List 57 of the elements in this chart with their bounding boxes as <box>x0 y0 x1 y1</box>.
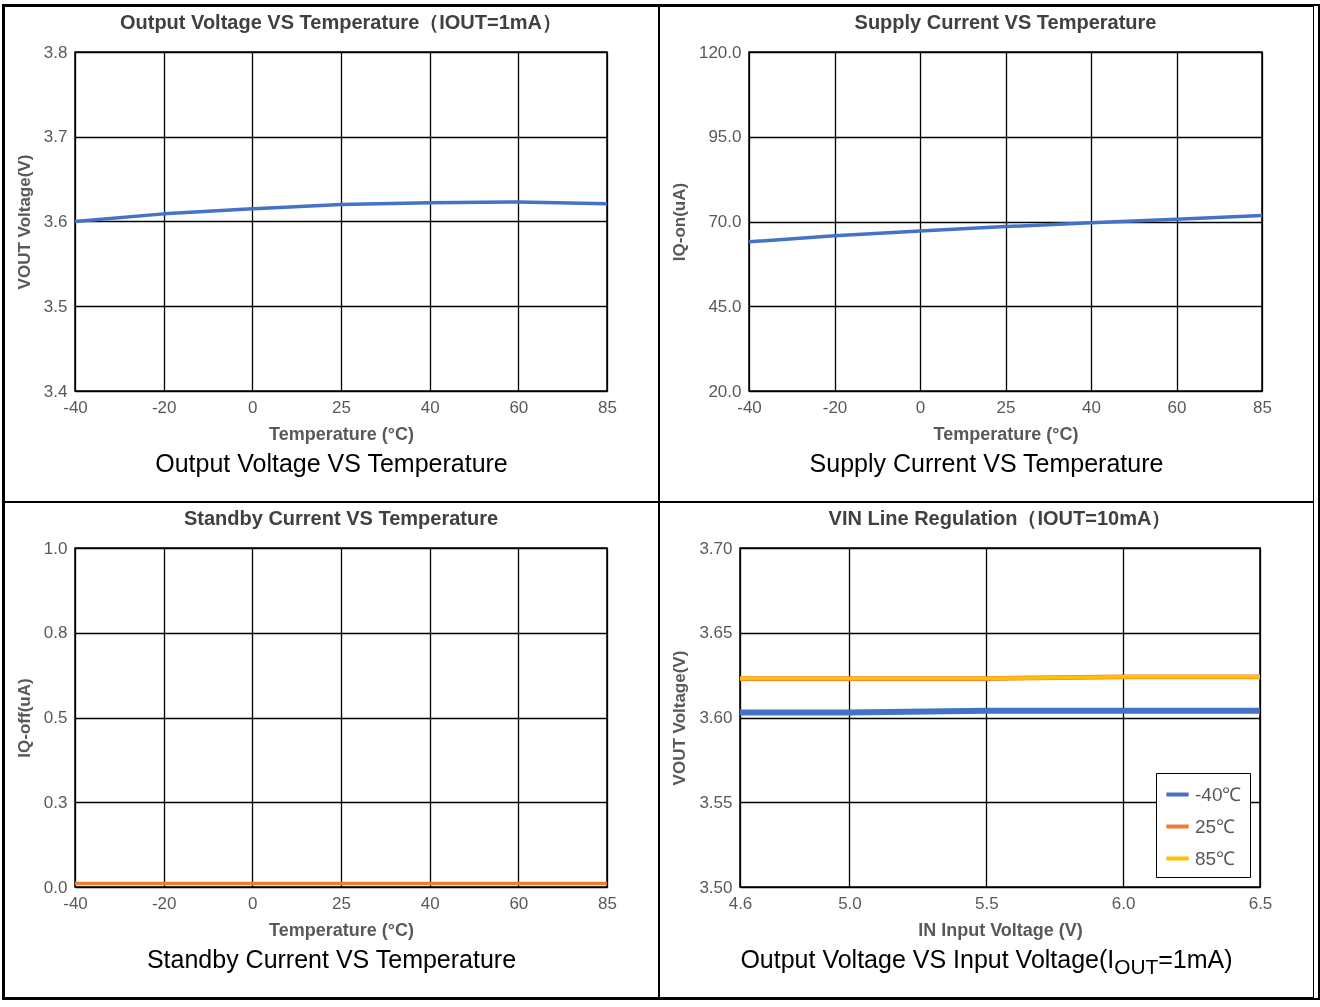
x-tick-label: 40 <box>420 893 440 913</box>
y-axis-title: VOUT Voltage(V) <box>14 154 34 290</box>
y-tick-label: 3.70 <box>699 538 733 558</box>
x-tick-label: 0 <box>248 397 258 417</box>
y-tick-label: 3.7 <box>43 127 68 147</box>
y-tick-label: 3.65 <box>699 623 733 643</box>
y-tick-label: 1.0 <box>43 538 68 558</box>
legend-label: -40℃ <box>1195 783 1242 805</box>
y-tick-label: 3.5 <box>43 296 68 316</box>
x-tick-label: 85 <box>598 893 617 913</box>
y-tick-label: 0.3 <box>43 792 68 812</box>
x-axis-title: Temperature (°C) <box>269 919 414 940</box>
x-tick-label: -20 <box>822 397 848 417</box>
x-tick-label: 85 <box>598 397 617 417</box>
y-tick-label: 0.5 <box>43 708 68 727</box>
chart-title: Standby Current VS Temperature <box>183 507 499 529</box>
y-axis-title: VOUT Voltage(V) <box>670 650 690 786</box>
x-tick-label: -20 <box>151 893 177 913</box>
x-tick-label: 0 <box>915 397 926 417</box>
chart-title: VIN Line Regulation（IOUT=10mA） <box>828 507 1172 529</box>
y-axis-title: IQ-on(uA) <box>669 182 689 262</box>
text: Output Voltage VS Temperature <box>155 449 508 478</box>
x-tick-label: 25 <box>332 397 351 417</box>
x-tick-label: 25 <box>996 397 1016 417</box>
y-tick-label: 3.55 <box>699 792 733 812</box>
y-tick-label: 3.8 <box>43 42 68 62</box>
x-tick-label: 40 <box>420 397 440 417</box>
x-tick-label: 40 <box>1082 397 1101 417</box>
x-tick-label: 60 <box>509 397 529 417</box>
y-tick-label: 3.60 <box>699 708 733 727</box>
chart-title: Output Voltage VS Temperature（IOUT=1mA） <box>119 11 563 33</box>
x-tick-label: 6.5 <box>1248 893 1273 913</box>
y-tick-label: 95.0 <box>708 127 742 147</box>
x-tick-label: 5.0 <box>838 893 862 913</box>
chart-title: Supply Current VS Temperature <box>854 11 1157 33</box>
y-tick-label: 70.0 <box>708 212 742 231</box>
x-axis-title: IN Input Voltage (V) <box>918 919 1083 940</box>
text: Supply Current VS Temperature <box>809 449 1164 478</box>
x-tick-label: -20 <box>151 397 177 417</box>
x-axis-title: Temperature (°C) <box>933 423 1079 444</box>
y-tick-label: 3.6 <box>43 212 68 231</box>
legend-label: 85℃ <box>1195 847 1236 869</box>
text: Output Voltage VS Input Voltage(I$_{OUT}$=1mA) <box>740 945 1233 979</box>
x-tick-label: 25 <box>332 893 351 913</box>
y-tick-label: 45.0 <box>708 296 742 316</box>
x-tick-label: 85 <box>1253 397 1272 417</box>
y-axis-title: IQ-off(uA) <box>14 678 34 758</box>
x-tick-label: 6.0 <box>1111 893 1136 913</box>
x-axis-title: Temperature (°C) <box>269 423 414 444</box>
text: Standby Current VS Temperature <box>146 945 517 974</box>
y-tick-label: 0.8 <box>43 623 68 643</box>
x-tick-label: 60 <box>1167 397 1187 417</box>
x-tick-label: 0 <box>248 893 258 913</box>
legend-label: 25℃ <box>1195 815 1236 837</box>
x-tick-label: 5.5 <box>975 893 999 913</box>
y-tick-label: 120.0 <box>698 42 742 62</box>
x-tick-label: 60 <box>509 893 529 913</box>
